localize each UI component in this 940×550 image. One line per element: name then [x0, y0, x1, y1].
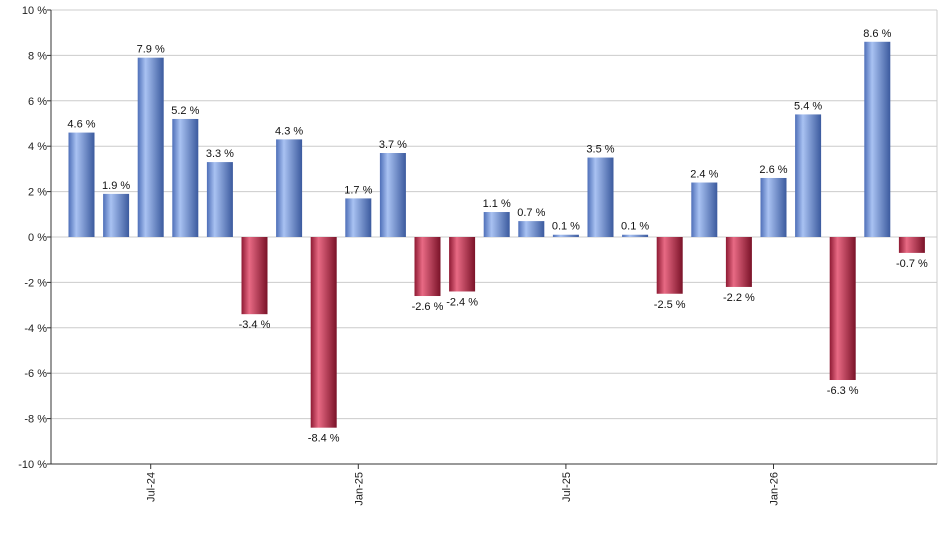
data-label: 1.1 %: [483, 198, 511, 210]
bar-Mar-26: [829, 237, 856, 381]
data-label: 3.5 %: [586, 144, 614, 156]
bar-Nov-24: [276, 139, 303, 237]
bar-Dec-25: [725, 237, 752, 287]
bar-Jul-25: [552, 234, 579, 237]
bar-Oct-24: [241, 237, 268, 315]
bar-Dec-24: [310, 237, 337, 428]
data-label: 1.9 %: [102, 180, 130, 192]
data-label: 5.4 %: [794, 100, 822, 112]
y-tick-label: -8 %: [24, 414, 47, 426]
data-label: -8.4 %: [308, 433, 340, 445]
bars: [68, 41, 925, 428]
data-label: -2.6 %: [412, 301, 444, 313]
data-label: 2.4 %: [690, 169, 718, 181]
bar-Sep-24: [206, 162, 233, 237]
y-tick-label: 2 %: [28, 187, 47, 199]
x-tick-label: Jul-25: [561, 472, 573, 502]
data-label: 8.6 %: [863, 28, 891, 40]
y-tick-label: 8 %: [28, 50, 47, 62]
data-label: -2.2 %: [723, 292, 755, 304]
bar-Aug-24: [172, 118, 199, 237]
y-tick-label: 4 %: [28, 141, 47, 153]
x-tick-label: Jan-26: [769, 472, 781, 506]
data-label: 3.7 %: [379, 139, 407, 151]
x-tick-label: Jul-24: [146, 472, 158, 502]
bar-Apr-25: [449, 237, 476, 292]
y-tick-label: 10 %: [22, 5, 47, 17]
y-tick-label: -6 %: [24, 368, 47, 380]
bar-Apr-26: [864, 41, 891, 237]
data-label: 0.1 %: [552, 221, 580, 233]
data-label: 5.2 %: [171, 105, 199, 117]
data-label: 3.3 %: [206, 148, 234, 160]
x-tick-label: Jan-25: [353, 472, 365, 506]
bar-Sep-25: [622, 234, 649, 237]
data-label: 1.7 %: [344, 184, 372, 196]
y-tick-label: -4 %: [24, 323, 47, 335]
y-tick-label: 6 %: [28, 96, 47, 108]
data-label: 2.6 %: [759, 164, 787, 176]
bar-Oct-25: [656, 237, 683, 294]
bar-Feb-25: [379, 153, 406, 237]
bar-Jul-24: [137, 57, 164, 237]
bar-May-24: [68, 132, 95, 237]
bar-Jun-25: [518, 221, 545, 237]
bar-May-26: [898, 237, 925, 253]
y-tick-label: 0 %: [28, 232, 47, 244]
data-label: -2.5 %: [654, 299, 686, 311]
bar-Jan-25: [345, 198, 372, 237]
data-label: 0.1 %: [621, 221, 649, 233]
data-label: -6.3 %: [827, 385, 859, 397]
data-label: 7.9 %: [137, 44, 165, 56]
data-label: 0.7 %: [517, 207, 545, 219]
y-tick-label: -10 %: [18, 459, 47, 471]
data-label: -2.4 %: [446, 296, 478, 308]
data-label: -0.7 %: [896, 258, 928, 270]
y-tick-label: -2 %: [24, 277, 47, 289]
bar-May-25: [483, 212, 510, 237]
bar-Nov-25: [691, 182, 718, 237]
data-label: -3.4 %: [239, 319, 271, 331]
labels: 10 % 8 % 6 % 4 % 2 % 0 % -2 % -4 % -6 % -8 % -10 %…: [18, 5, 928, 506]
data-label: 4.3 %: [275, 125, 303, 137]
bar-Aug-25: [587, 157, 614, 237]
bar-Jun-24: [103, 193, 130, 237]
data-label: 4.6 %: [67, 119, 95, 131]
bar-Feb-26: [795, 114, 822, 237]
bar-Mar-25: [414, 237, 441, 297]
bar-Jan-26: [760, 177, 787, 237]
axes: [47, 9, 937, 469]
